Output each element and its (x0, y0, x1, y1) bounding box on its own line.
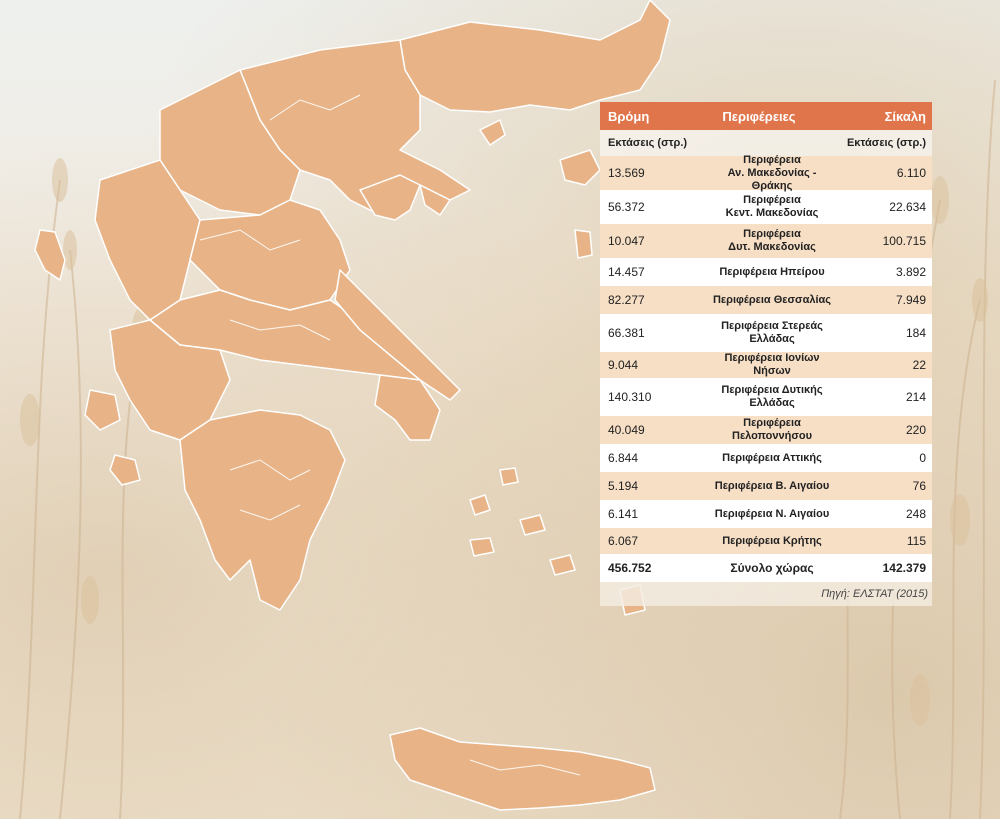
region-peloponnese (179, 409, 346, 611)
table-row: 5.194 Περιφέρεια Β. Αιγαίου 76 (600, 472, 932, 500)
region-name: Περιφέρεια Κεντ. Μακεδονίας (725, 194, 819, 219)
region-name: Περιφέρεια Κρήτης (722, 534, 822, 547)
region-name: Περιφέρεια Β. Αιγαίου (714, 479, 830, 492)
region-crete (389, 727, 656, 811)
region-cyclades-5 (549, 554, 576, 576)
region-name: Περιφέρεια Δυτικής Ελλάδας (721, 384, 823, 409)
region-name: Περιφέρεια Ηπείρου (719, 265, 825, 278)
region-zakynthos (109, 454, 141, 486)
table-row: 82.277 Περιφέρεια Θεσσαλίας 7.949 (600, 286, 932, 314)
subheader-rye-units: Εκτάσεις (στρ.) (846, 137, 926, 149)
rye-value: 3.892 (895, 265, 926, 279)
table-row: 10.047 Περιφέρεια Δυτ. Μακεδονίας 100.715 (600, 224, 932, 258)
region-halkidiki (359, 174, 421, 221)
region-cyclades-2 (499, 467, 519, 486)
subheader-oats-units: Εκτάσεις (στρ.) (608, 137, 688, 149)
region-lemnos (479, 119, 506, 146)
table-row: 6.067 Περιφέρεια Κρήτης 115 (600, 528, 932, 554)
region-name: Περιφέρεια Πελοποννήσου (732, 417, 812, 442)
rye-value: 22.634 (889, 200, 926, 214)
rye-value: 100.715 (882, 234, 926, 248)
table-row: 66.381 Περιφέρεια Στερεάς Ελλάδας 184 (600, 314, 932, 352)
region-lesvos (559, 149, 601, 186)
rye-value: 115 (906, 534, 926, 548)
table-row: 13.569 Περιφέρεια Αν. Μακεδονίας - Θράκης… (600, 153, 932, 192)
rye-value: 0 (919, 451, 926, 465)
region-name: Περιφέρεια Δυτ. Μακεδονίας (728, 228, 816, 253)
region-evia (334, 269, 461, 401)
table-row: 56.372 Περιφέρεια Κεντ. Μακεδονίας 22.634 (600, 190, 932, 224)
table-subheader: Εκτάσεις (στρ.) Εκτάσεις (στρ.) (600, 130, 932, 156)
rye-value: 6.110 (896, 166, 926, 180)
region-kefalonia (84, 389, 121, 431)
oats-value: 6.844 (608, 451, 639, 465)
region-attica (374, 374, 441, 441)
region-corfu (34, 229, 66, 281)
header-oats: Βρόμη (608, 108, 650, 124)
oats-value: 9.044 (608, 358, 639, 372)
oats-value: 56.372 (608, 200, 645, 214)
region-name: Περιφέρεια Αττικής (722, 451, 822, 464)
region-chios (574, 229, 593, 259)
table-row: 140.310 Περιφέρεια Δυτικής Ελλάδας 214 (600, 378, 932, 416)
rye-value: 22 (912, 358, 926, 372)
region-cyclades-1 (469, 494, 491, 516)
oats-value: 13.569 (608, 166, 645, 180)
oats-value: 14.457 (608, 265, 645, 279)
table-row: 9.044 Περιφέρεια Ιονίων Νήσων 22 (600, 352, 932, 378)
region-cyclades-4 (469, 537, 495, 557)
region-name: Περιφέρεια Αν. Μακεδονίας - Θράκης (727, 153, 817, 192)
region-east-macedonia-thrace (399, 0, 671, 113)
oats-value: 6.141 (608, 507, 639, 521)
table-row: 14.457 Περιφέρεια Ηπείρου 3.892 (600, 258, 932, 286)
header-regions: Περιφέρειες (722, 108, 796, 124)
oats-value: 40.049 (608, 423, 645, 437)
source-note: Πηγή: ΕΛΣΤΑΤ (2015) (600, 582, 932, 606)
total-label: Σύνολο χώρας (730, 560, 814, 575)
oats-value: 82.277 (608, 293, 645, 307)
table-row: 40.049 Περιφέρεια Πελοποννήσου 220 (600, 416, 932, 444)
table-header: Βρόμη Περιφέρειες Σίκαλη (600, 102, 932, 130)
table-total-row: 456.752 Σύνολο χώρας 142.379 (600, 554, 932, 582)
rye-value: 214 (905, 390, 926, 404)
oats-value: 140.310 (608, 390, 652, 404)
header-rye: Σίκαλη (884, 108, 926, 124)
rye-value: 7.949 (895, 293, 926, 307)
oats-value: 6.067 (608, 534, 639, 548)
region-name: Περιφέρεια Θεσσαλίας (712, 293, 831, 306)
rye-value: 248 (905, 507, 926, 521)
rye-value: 184 (905, 326, 926, 340)
region-name: Περιφέρεια Στερεάς Ελλάδας (721, 320, 823, 345)
rye-total: 142.379 (882, 561, 926, 575)
oats-value: 5.194 (608, 479, 639, 493)
oats-total: 456.752 (608, 561, 652, 575)
rye-value: 220 (905, 423, 926, 437)
cereal-areas-table: Βρόμη Περιφέρειες Σίκαλη Εκτάσεις (στρ.)… (600, 102, 932, 606)
rye-value: 76 (912, 479, 926, 493)
table-row: 6.844 Περιφέρεια Αττικής 0 (600, 444, 932, 472)
region-name: Περιφέρεια Ιονίων Νήσων (724, 352, 820, 377)
region-cyclades-3 (519, 514, 546, 536)
oats-value: 10.047 (608, 234, 645, 248)
oats-value: 66.381 (608, 326, 645, 340)
region-name: Περιφέρεια Ν. Αιγαίου (714, 507, 830, 520)
region-halkidiki-2 (419, 184, 451, 216)
table-row: 6.141 Περιφέρεια Ν. Αιγαίου 248 (600, 500, 932, 528)
